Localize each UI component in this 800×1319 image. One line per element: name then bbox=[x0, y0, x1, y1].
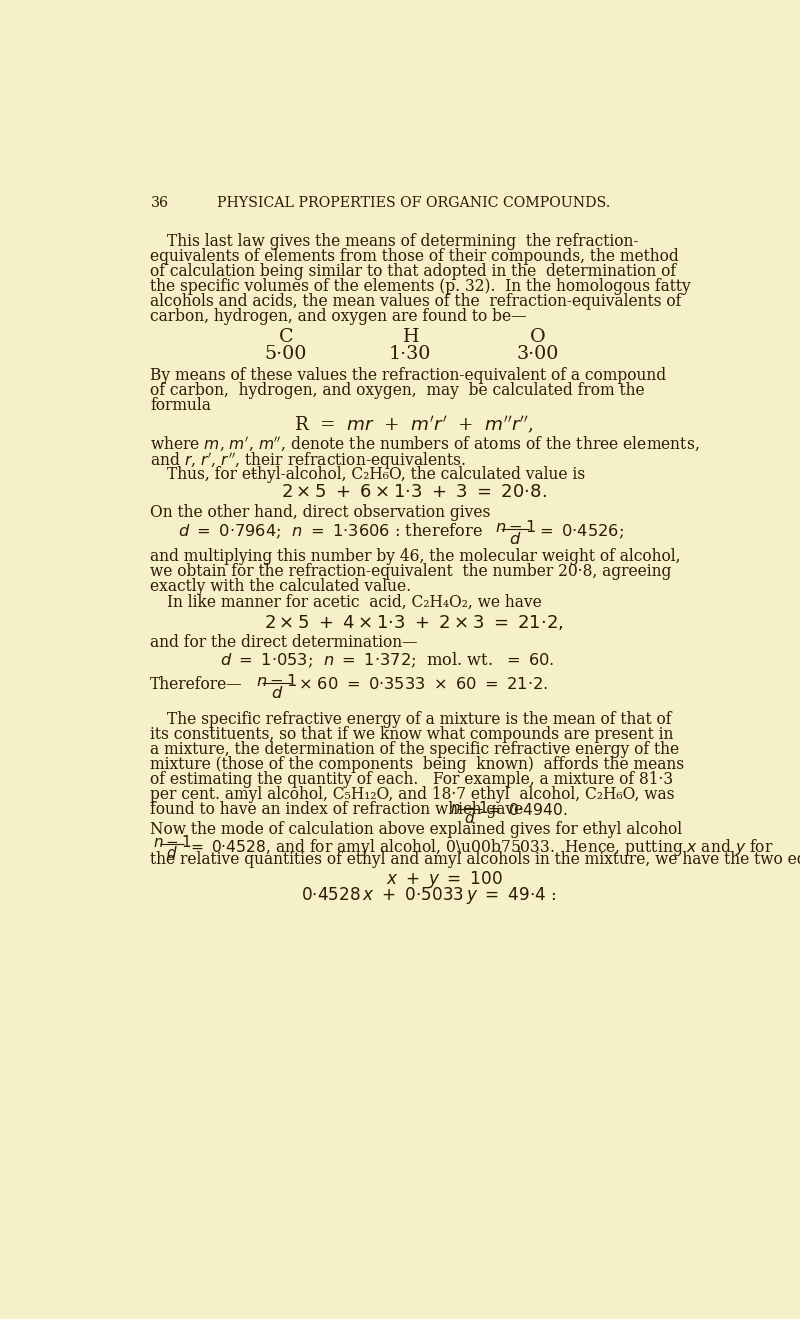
Text: 36: 36 bbox=[150, 197, 168, 210]
Text: By means of these values the refraction-equivalent of a compound: By means of these values the refraction-… bbox=[150, 367, 666, 384]
Text: $d$: $d$ bbox=[464, 810, 475, 827]
Text: The specific refractive energy of a mixture is the mean of that of: The specific refractive energy of a mixt… bbox=[167, 711, 672, 728]
Text: found to have an index of refraction which gave: found to have an index of refraction whi… bbox=[150, 801, 524, 818]
Text: of calculation being similar to that adopted in the  determination of: of calculation being similar to that ado… bbox=[150, 262, 677, 280]
Text: $d\ =\ 1{\cdot}053$;  $n\ =\ 1{\cdot}372$;  mol. wt.  $=\ 60.$: $d\ =\ 1{\cdot}053$; $n\ =\ 1{\cdot}372$… bbox=[220, 652, 554, 670]
Text: alcohols and acids, the mean values of the  refraction-equivalents of: alcohols and acids, the mean values of t… bbox=[150, 293, 682, 310]
Text: $d$: $d$ bbox=[510, 532, 522, 549]
Text: carbon, hydrogen, and oxygen are found to be—: carbon, hydrogen, and oxygen are found t… bbox=[150, 309, 527, 324]
Text: we obtain for the refraction-equivalent  the number 20·8, agreeing: we obtain for the refraction-equivalent … bbox=[150, 563, 672, 580]
Text: the specific volumes of the elements (p. 32).  In the homologous fatty: the specific volumes of the elements (p.… bbox=[150, 278, 691, 295]
Text: H: H bbox=[402, 327, 418, 346]
Text: In like manner for acetic  acid, C₂H₄O₂, we have: In like manner for acetic acid, C₂H₄O₂, … bbox=[167, 594, 542, 611]
Text: $\times\ 60\ =\ 0{\cdot}3533\ \times\ 60\ =\ 21{\cdot}2.$: $\times\ 60\ =\ 0{\cdot}3533\ \times\ 60… bbox=[298, 677, 549, 694]
Text: formula: formula bbox=[150, 397, 211, 414]
Text: $2 \times 5\ +\ 4 \times 1{\cdot}3\ +\ 2 \times 3\ =\ 21{\cdot}2,$: $2 \times 5\ +\ 4 \times 1{\cdot}3\ +\ 2… bbox=[264, 613, 564, 632]
Text: mixture (those of the components  being  known)  affords the means: mixture (those of the components being k… bbox=[150, 756, 685, 773]
Text: 5·00: 5·00 bbox=[265, 346, 307, 364]
Text: R  =  $mr$  +  $m'r'$  +  $m''r''$,: R = $mr$ + $m'r'$ + $m''r''$, bbox=[294, 415, 534, 437]
Text: C: C bbox=[278, 327, 294, 346]
Text: and multiplying this number by 46, the molecular weight of alcohol,: and multiplying this number by 46, the m… bbox=[150, 549, 681, 566]
Text: O: O bbox=[530, 327, 546, 346]
Text: and for the direct determination—: and for the direct determination— bbox=[150, 633, 418, 650]
Text: $n-1$: $n-1$ bbox=[495, 518, 536, 536]
Text: $0{\cdot}4528\,x\ +\ 0{\cdot}5033\,y\ =\ 49{\cdot}4$ :: $0{\cdot}4528\,x\ +\ 0{\cdot}5033\,y\ =\… bbox=[302, 885, 558, 906]
Text: the relative quantities of ethyl and amyl alcohols in the mixture, we have the t: the relative quantities of ethyl and amy… bbox=[150, 851, 800, 868]
Text: Thus, for eŧhyl-alcohol, C₂H₆O, the calculated value is: Thus, for eŧhyl-alcohol, C₂H₆O, the calc… bbox=[167, 466, 586, 483]
Text: $=\ 0{\cdot}4526$;: $=\ 0{\cdot}4526$; bbox=[535, 522, 623, 541]
Text: Therefore—: Therefore— bbox=[150, 675, 243, 692]
Text: $d\ =\ 0{\cdot}7964$;  $n\ =\ 1{\cdot}3606$ : therefore: $d\ =\ 0{\cdot}7964$; $n\ =\ 1{\cdot}360… bbox=[178, 522, 482, 541]
Text: equivalents of elements from those of their compounds, the method: equivalents of elements from those of th… bbox=[150, 248, 679, 265]
Text: and $r$, $r'$, $r''$, their refraction-equivalents.: and $r$, $r'$, $r''$, their refraction-e… bbox=[150, 450, 466, 471]
Text: 1·30: 1·30 bbox=[389, 346, 431, 364]
Text: $n-1$: $n-1$ bbox=[153, 835, 191, 851]
Text: $2 \times 5\ +\ 6 \times 1{\cdot}3\ +\ 3\ =\ 20{\cdot}8.$: $2 \times 5\ +\ 6 \times 1{\cdot}3\ +\ 3… bbox=[281, 483, 546, 501]
Text: exactly with the calculated value.: exactly with the calculated value. bbox=[150, 578, 411, 595]
Text: a mixture, the determination of the specific refractive energy of the: a mixture, the determination of the spec… bbox=[150, 741, 679, 758]
Text: $d$: $d$ bbox=[270, 685, 283, 702]
Text: On the other hand, direct observation gives: On the other hand, direct observation gi… bbox=[150, 504, 490, 521]
Text: of carbon,  hydrogen, and oxygen,  may  be calculated from the: of carbon, hydrogen, and oxygen, may be … bbox=[150, 383, 645, 398]
Text: PHYSICAL PROPERTIES OF ORGANIC COMPOUNDS.: PHYSICAL PROPERTIES OF ORGANIC COMPOUNDS… bbox=[217, 197, 610, 210]
Text: $=\ 0{\cdot}4940.$: $=\ 0{\cdot}4940.$ bbox=[485, 802, 568, 819]
Text: per cent. amyl alcohol, C₅H₁₂O, and 18·7 ethyl  alcohol, C₂H₆O, was: per cent. amyl alcohol, C₅H₁₂O, and 18·7… bbox=[150, 786, 675, 803]
Text: of estimating the quantity of each.   For example, a mixture of 81·3: of estimating the quantity of each. For … bbox=[150, 772, 674, 789]
Text: This last law gives the means of determining  the refraction-: This last law gives the means of determi… bbox=[167, 233, 639, 251]
Text: 3·00: 3·00 bbox=[517, 346, 559, 364]
Text: $x\ +\ y\ =\ 100$: $x\ +\ y\ =\ 100$ bbox=[386, 869, 503, 890]
Text: $n-1$: $n-1$ bbox=[450, 799, 489, 815]
Text: $=\ 0{\cdot}4528$, and for amyl alcohol, 0\u00b75033.  Hence, putting $x$ and $y: $=\ 0{\cdot}4528$, and for amyl alcohol,… bbox=[187, 836, 774, 857]
Text: $n-1$: $n-1$ bbox=[256, 673, 298, 690]
Text: $d$: $d$ bbox=[166, 845, 178, 861]
Text: where $m$, $m'$, $m''$, denote the numbers of atoms of the three elements,: where $m$, $m'$, $m''$, denote the numbe… bbox=[150, 435, 700, 454]
Text: its constituents, so that if we know what compounds are present in: its constituents, so that if we know wha… bbox=[150, 727, 674, 743]
Text: Now the mode of calculation above explained gives for ethyl alcohol: Now the mode of calculation above explai… bbox=[150, 820, 682, 838]
